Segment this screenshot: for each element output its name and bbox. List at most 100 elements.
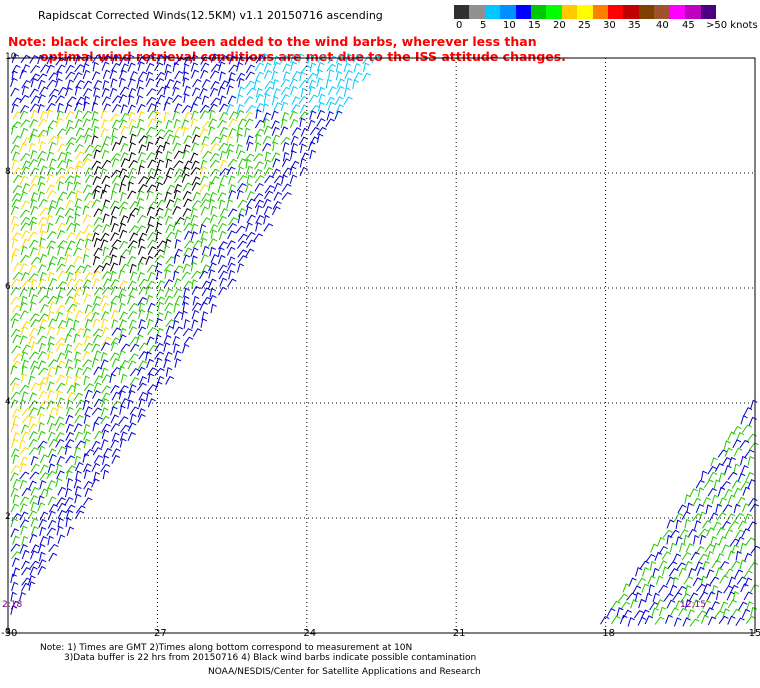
wind-barb bbox=[11, 581, 19, 592]
wind-barb bbox=[91, 343, 101, 353]
wind-barb bbox=[735, 529, 745, 539]
wind-barb bbox=[101, 429, 110, 439]
wind-barb bbox=[92, 318, 101, 328]
wind-barb bbox=[46, 166, 56, 176]
wind-barb bbox=[217, 192, 227, 201]
wind-barb bbox=[172, 110, 180, 121]
wind-barb bbox=[184, 230, 193, 240]
wind-barb bbox=[46, 527, 57, 536]
wind-barb bbox=[343, 96, 353, 106]
wind-barb bbox=[245, 222, 253, 232]
wind-barb bbox=[102, 103, 112, 113]
wind-barb bbox=[12, 567, 20, 577]
wind-barb bbox=[687, 609, 695, 619]
wind-barb bbox=[210, 136, 221, 145]
wind-barb bbox=[57, 287, 66, 297]
wind-barb bbox=[165, 231, 176, 240]
wind-barb bbox=[724, 488, 733, 498]
wind-barb bbox=[165, 319, 176, 328]
wind-barb bbox=[46, 415, 55, 425]
wind-barb bbox=[352, 79, 359, 90]
wind-barb bbox=[65, 509, 74, 520]
wind-barb bbox=[66, 240, 76, 250]
wind-barb bbox=[739, 439, 750, 449]
wind-barb bbox=[20, 152, 31, 162]
wind-barb bbox=[65, 470, 73, 480]
wind-barb bbox=[12, 111, 22, 120]
wind-barb bbox=[111, 391, 121, 401]
wind-barb bbox=[734, 512, 745, 522]
wind-barb bbox=[716, 512, 727, 521]
wind-barb bbox=[93, 471, 101, 482]
wind-barb bbox=[200, 237, 208, 248]
wind-barb bbox=[750, 606, 758, 617]
wind-barb bbox=[74, 64, 85, 73]
wind-barb bbox=[236, 94, 244, 104]
wind-barb bbox=[190, 102, 198, 113]
wind-barb bbox=[57, 245, 65, 256]
wind-barb bbox=[10, 205, 19, 216]
wind-barb bbox=[20, 424, 29, 434]
wind-barb bbox=[11, 318, 19, 328]
wind-barb bbox=[118, 385, 129, 394]
wind-barb bbox=[732, 439, 742, 449]
wind-barb bbox=[84, 144, 94, 154]
wind-barb bbox=[137, 296, 148, 306]
wind-barb bbox=[208, 118, 217, 128]
wind-barb bbox=[31, 278, 38, 289]
wind-barb bbox=[317, 54, 327, 63]
wind-barb bbox=[93, 149, 101, 159]
wind-barb bbox=[84, 192, 94, 201]
wind-barb bbox=[174, 350, 182, 360]
wind-barb bbox=[37, 278, 47, 288]
wind-barb bbox=[111, 432, 120, 442]
wind-barb bbox=[10, 472, 19, 482]
wind-barb bbox=[190, 54, 198, 64]
colorbar-label: >50 knots bbox=[706, 20, 758, 31]
wind-barb bbox=[680, 593, 691, 602]
wind-barb bbox=[192, 240, 203, 249]
wind-barb bbox=[740, 480, 751, 490]
wind-barb bbox=[164, 269, 171, 279]
wind-barb bbox=[91, 440, 101, 450]
wind-barb bbox=[345, 77, 353, 88]
wind-barb bbox=[48, 88, 60, 97]
wind-barb bbox=[38, 342, 47, 353]
wind-barb bbox=[145, 224, 154, 234]
wind-barb bbox=[92, 421, 100, 432]
wind-barb bbox=[111, 400, 122, 409]
wind-barb bbox=[46, 240, 56, 249]
wind-barb bbox=[218, 199, 226, 210]
wind-barb bbox=[163, 129, 174, 138]
wind-barb bbox=[209, 224, 219, 234]
wind-barb bbox=[56, 229, 66, 240]
wind-barb bbox=[325, 78, 333, 89]
wind-barb bbox=[701, 520, 712, 529]
wind-barb bbox=[127, 213, 136, 223]
wind-barb bbox=[217, 86, 226, 96]
wind-barb bbox=[110, 414, 120, 424]
wind-barb bbox=[271, 70, 279, 81]
wind-barb bbox=[55, 78, 63, 88]
wind-barb bbox=[65, 64, 75, 74]
wind-barb bbox=[19, 496, 30, 505]
wind-barb bbox=[75, 399, 86, 409]
wind-barb bbox=[20, 560, 30, 570]
wind-barb bbox=[39, 511, 49, 521]
wind-barb bbox=[316, 77, 324, 88]
wind-barb bbox=[237, 263, 245, 273]
wind-barb bbox=[263, 205, 273, 215]
wind-barb bbox=[669, 584, 678, 595]
wind-barb bbox=[327, 101, 336, 111]
wind-barb bbox=[93, 382, 102, 392]
longitude-tick-label: -15 bbox=[745, 628, 760, 639]
wind-barb bbox=[741, 503, 750, 513]
wind-barb bbox=[326, 63, 337, 72]
wind-barb bbox=[236, 183, 247, 192]
wind-barb bbox=[118, 94, 128, 104]
wind-barb bbox=[30, 341, 39, 351]
latitude-tick-label: 0 bbox=[5, 627, 11, 637]
wind-barb bbox=[238, 77, 245, 88]
wind-barb bbox=[19, 94, 30, 104]
wind-barb bbox=[352, 53, 362, 63]
